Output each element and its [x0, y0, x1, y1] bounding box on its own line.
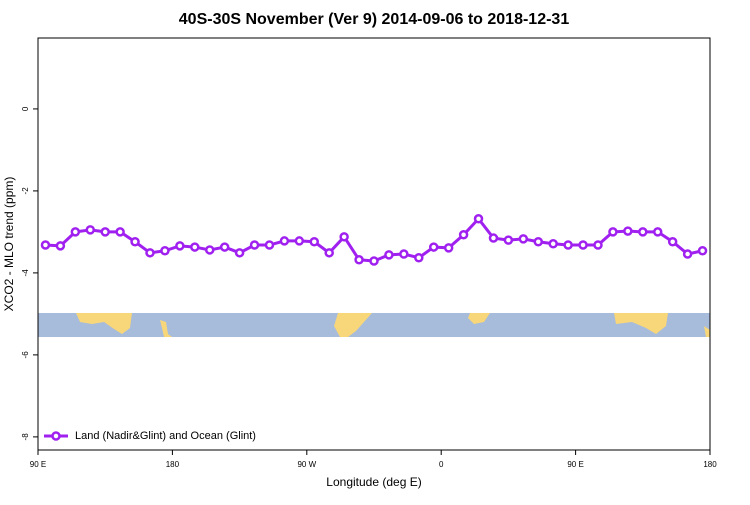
data-point [115, 227, 125, 237]
data-point [130, 236, 140, 247]
data-point [488, 233, 499, 243]
data-point [219, 242, 230, 252]
data-point [458, 230, 469, 240]
data-point [204, 245, 215, 255]
data-point [324, 248, 334, 258]
data-point [503, 235, 514, 245]
data-point [563, 240, 573, 250]
data-point [533, 236, 544, 247]
data-point [473, 214, 484, 224]
data-point [309, 236, 320, 247]
data-point [414, 252, 424, 263]
data-point [85, 225, 96, 235]
data-point [264, 240, 275, 250]
data-point [339, 232, 349, 242]
data-point [578, 240, 588, 250]
data-point [294, 236, 305, 246]
y-tick-label: 0 [21, 106, 30, 111]
data-point [548, 239, 558, 249]
data-point [428, 242, 439, 252]
data-point [682, 249, 693, 259]
data-point [70, 227, 81, 237]
data-point [100, 227, 110, 237]
data-point [40, 240, 51, 250]
x-tick-label: 180 [703, 460, 717, 469]
y-axis-label: XCO2 - MLO trend (ppm) [2, 177, 16, 312]
data-point [369, 256, 379, 266]
x-tick-label: 0 [439, 460, 444, 469]
data-point [249, 240, 260, 250]
data-point [608, 227, 618, 237]
data-point [160, 246, 170, 256]
data-point [234, 248, 245, 258]
legend-marker [51, 431, 61, 441]
y-tick-label: -8 [21, 433, 30, 441]
data-point [667, 236, 678, 247]
x-axis-label: Longitude (deg E) [326, 475, 421, 489]
data-point [384, 250, 394, 260]
series-line [45, 216, 703, 263]
y-tick-label: -6 [21, 351, 30, 359]
chart-title: 40S-30S November (Ver 9) 2014-09-06 to 2… [179, 11, 570, 28]
data-point [697, 246, 708, 256]
data-point [279, 236, 290, 246]
data-point [443, 243, 454, 253]
data-point [652, 227, 663, 237]
plot-frame [37, 37, 711, 451]
data-point [593, 240, 603, 250]
data-point [518, 234, 529, 244]
x-tick-label: 180 [166, 460, 180, 469]
data-point [638, 227, 648, 237]
map-strip [38, 313, 710, 337]
x-tick-label: 90 E [30, 460, 46, 469]
data-point [623, 226, 633, 236]
data-point [354, 255, 364, 265]
y-tick-label: -4 [21, 269, 30, 277]
legend-label: Land (Nadir&Glint) and Ocean (Glint) [75, 430, 256, 442]
data-point [190, 242, 200, 252]
x-tick-label: 90 W [297, 460, 316, 469]
data-point [399, 249, 409, 259]
x-tick-label: 90 E [567, 460, 583, 469]
y-tick-label: -2 [21, 187, 30, 195]
data-point [145, 248, 155, 258]
data-point [175, 241, 185, 251]
data-point [55, 241, 66, 251]
